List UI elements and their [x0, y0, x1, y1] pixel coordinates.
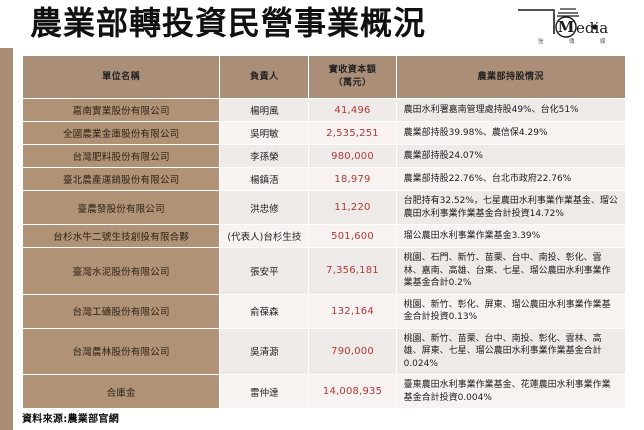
table-row: 全國農業金庫股份有限公司 吳明敏 2,535,251 農業部持股39.98%、農信保4…: [23, 122, 625, 144]
cell-unit-name: 台灣肥料股份有限公司: [23, 145, 220, 167]
page-title: 農業部轉投資民營事業概況: [30, 4, 427, 42]
cell-paid-in-capital: 501,600: [309, 225, 396, 247]
investment-table: 單位名稱 負責人 實收資本額 （萬元） 農業部持股情況 嘉南實業股份有限公司 楊明…: [22, 55, 626, 409]
table-row: 台灣工礦股份有限公司 俞葆森 132,164 桃園、新竹、彰化、屏東、瑠公農田水利事業…: [23, 294, 625, 328]
cell-unit-name: 臺灣水泥股份有限公司: [23, 248, 220, 294]
table-row: 臺農發股份有限公司 洪忠修 11,220 台肥持有32.52%，七星農田水利事業作業基…: [23, 191, 625, 224]
table-header-row: 單位名稱 負責人 實收資本額 （萬元） 農業部持股情況: [23, 56, 625, 98]
column-header-holding: 農業部持股情況: [396, 56, 625, 98]
tmedia-logo-mark: M edia: [518, 8, 608, 38]
cell-responsible-person: 洪忠修: [220, 191, 309, 224]
svg-text:edia: edia: [576, 19, 608, 37]
table-row: 台杉水牛二號生技創投有限合夥 (代表人)台杉生技 501,600 瑠公農田水利事業作業…: [23, 225, 625, 247]
cell-unit-name: 臺北農產運銷股份有限公司: [23, 168, 220, 190]
cell-holding-status: 桃園、新竹、彰化、屏東、瑠公農田水利事業作業基金合計投資0.13%: [396, 294, 625, 328]
cell-paid-in-capital: 980,000: [309, 145, 396, 167]
cell-responsible-person: 雷仲達: [220, 375, 309, 408]
svg-text:M: M: [558, 18, 575, 36]
cell-paid-in-capital: 7,356,181: [309, 248, 396, 294]
cell-unit-name: 合庫金: [23, 375, 220, 408]
cell-responsible-person: 吳明敏: [220, 122, 309, 144]
cell-holding-status: 瑠公農田水利事業作業基金3.39%: [396, 225, 625, 247]
cell-holding-status: 臺東農田水利事業作業基金、花蓮農田水利事業作業基金合計投資0.004%: [396, 375, 625, 408]
cell-holding-status: 農田水利署嘉南管理處持股49%、台化51%: [396, 99, 625, 121]
cell-responsible-person: 李孫榮: [220, 145, 309, 167]
cell-holding-status: 農業部持股24.07%: [396, 145, 625, 167]
table-row: 嘉南實業股份有限公司 楊明風 41,496 農田水利署嘉南管理處持股49%、台化51%: [23, 99, 625, 121]
tmedia-logo: M edia 信 傳 媒: [510, 3, 628, 47]
page-header: 農業部轉投資民營事業概況 M edia 信 傳 媒: [0, 0, 644, 50]
cell-paid-in-capital: 132,164: [309, 294, 396, 328]
logo-subtitle: 信 傳 媒: [538, 39, 616, 45]
column-header-unit: 單位名稱: [23, 56, 220, 98]
cell-holding-status: 農業部持股39.98%、農信保4.29%: [396, 122, 625, 144]
cell-paid-in-capital: 11,220: [309, 191, 396, 224]
cell-unit-name: 台灣工礦股份有限公司: [23, 294, 220, 328]
investment-table-wrapper: 單位名稱 負責人 實收資本額 （萬元） 農業部持股情況 嘉南實業股份有限公司 楊明…: [22, 55, 626, 409]
cell-paid-in-capital: 14,008,935: [309, 375, 396, 408]
cell-responsible-person: 楊明風: [220, 99, 309, 121]
cell-responsible-person: 吳清源: [220, 328, 309, 374]
table-row: 台灣農林股份有限公司 吳清源 790,000 桃園、新竹、苗栗、台中、南投、彰化、雲林…: [23, 328, 625, 374]
cell-paid-in-capital: 18,979: [309, 168, 396, 190]
column-header-capital: 實收資本額 （萬元）: [309, 56, 396, 98]
cell-paid-in-capital: 41,496: [309, 99, 396, 121]
cell-responsible-person: (代表人)台杉生技: [220, 225, 309, 247]
left-accent-bar: [0, 48, 13, 430]
column-header-capital-line2: （萬元）: [333, 78, 372, 88]
table-row: 台灣肥料股份有限公司 李孫榮 980,000 農業部持股24.07%: [23, 145, 625, 167]
table-row: 臺北農產運銷股份有限公司 楊鎮浯 18,979 農業部持股22.76%、台北市政府22…: [23, 168, 625, 190]
cell-unit-name: 全國農業金庫股份有限公司: [23, 122, 220, 144]
cell-unit-name: 台灣農林股份有限公司: [23, 328, 220, 374]
cell-unit-name: 嘉南實業股份有限公司: [23, 99, 220, 121]
cell-holding-status: 農業部持股22.76%、台北市政府22.76%: [396, 168, 625, 190]
column-header-head: 負責人: [220, 56, 309, 98]
table-header: 單位名稱 負責人 實收資本額 （萬元） 農業部持股情況: [23, 56, 625, 98]
table-body: 嘉南實業股份有限公司 楊明風 41,496 農田水利署嘉南管理處持股49%、台化51%…: [23, 99, 625, 408]
table-row: 臺灣水泥股份有限公司 張安平 7,356,181 桃園、石門、新竹、苗栗、台中、南投、…: [23, 248, 625, 294]
cell-responsible-person: 俞葆森: [220, 294, 309, 328]
cell-holding-status: 桃園、新竹、苗栗、台中、南投、彰化、雲林、高雄、屏東、七星、瑠公農田水利事業作業…: [396, 328, 625, 374]
column-header-capital-line1: 實收資本額: [328, 65, 377, 75]
cell-holding-status: 桃園、石門、新竹、苗栗、台中、南投、彰化、雲林、嘉南、高雄、台東、七星、瑠公農田…: [396, 248, 625, 294]
cell-unit-name: 臺農發股份有限公司: [23, 191, 220, 224]
cell-paid-in-capital: 2,535,251: [309, 122, 396, 144]
cell-responsible-person: 楊鎮浯: [220, 168, 309, 190]
cell-unit-name: 台杉水牛二號生技創投有限合夥: [23, 225, 220, 247]
cell-paid-in-capital: 790,000: [309, 328, 396, 374]
cell-responsible-person: 張安平: [220, 248, 309, 294]
cell-holding-status: 台肥持有32.52%，七星農田水利事業作業基金、瑠公農田水利事業作業基金合計投資…: [396, 191, 625, 224]
table-row: 合庫金 雷仲達 14,008,935 臺東農田水利事業作業基金、花蓮農田水利事業作業基…: [23, 375, 625, 408]
source-note: 資料來源:農業部官網: [22, 414, 119, 425]
